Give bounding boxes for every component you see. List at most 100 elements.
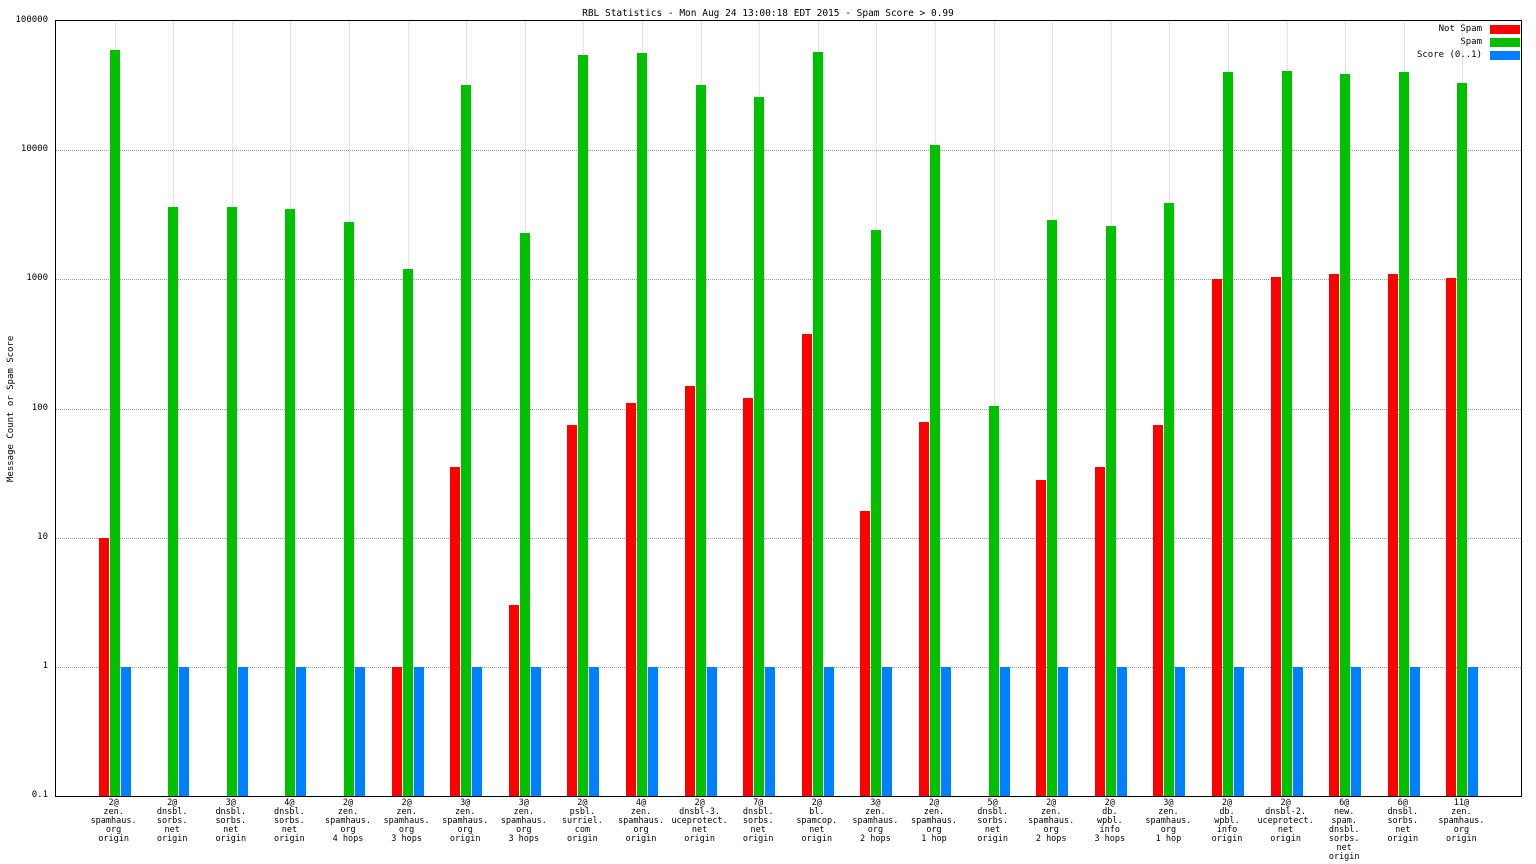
bar-score-0-1- [1058, 666, 1069, 796]
legend-swatch [1490, 50, 1520, 60]
x-tick-label: 2@ bl. spamcop. net origin [796, 798, 838, 844]
x-tick-label: 2@ dnsbl. sorbs. net origin [156, 798, 188, 844]
bar-score-0-1- [941, 666, 951, 796]
bar-score-0-1- [1116, 666, 1127, 796]
bar-not-spam [1212, 279, 1222, 796]
x-tick-label: 2@ zen. spamhaus. org 4 hops [324, 798, 372, 844]
y-tick-label: 1000 [26, 273, 48, 284]
bar-spam [1398, 72, 1409, 796]
bar-not-spam [1153, 424, 1164, 796]
bar-spam [1105, 225, 1116, 796]
bar-spam [812, 51, 823, 796]
x-tick-label: 3@ dnsbl. sorbs. net origin [215, 798, 247, 844]
bar-score-0-1- [472, 666, 483, 796]
bar-spam [754, 96, 765, 796]
bar-score-0-1- [355, 666, 365, 796]
bar-not-spam [1036, 479, 1047, 796]
bar-not-spam [1387, 273, 1398, 796]
bar-not-spam [743, 398, 754, 796]
bar-score-0-1- [179, 666, 190, 796]
y-tick-label: 0.1 [31, 790, 48, 800]
x-tick-label: 2@ zen. spamhaus. org origin [90, 798, 137, 844]
bar-score-0-1- [1175, 666, 1186, 796]
bar-score-0-1- [589, 666, 600, 796]
bar-spam [637, 52, 647, 796]
bar-not-spam [567, 424, 578, 796]
x-tick-label: 2@ dnsbl-2. uceprotect. net origin [1257, 798, 1314, 844]
bar-score-0-1- [648, 666, 658, 796]
x-tick-label: 5@ dnsbl. sorbs. net origin [977, 798, 1008, 844]
legend-label: Score (0..1) [1416, 50, 1482, 60]
bar-score-0-1- [1234, 666, 1244, 796]
x-tick-label: 3@ zen. spamhaus. org 1 hop [1145, 798, 1192, 844]
bar-spam [168, 207, 179, 796]
bar-score-0-1- [296, 666, 307, 796]
x-tick-label: 7@ dnsbl. sorbs. net origin [742, 798, 774, 844]
bar-spam [930, 144, 940, 796]
bar-score-0-1- [765, 666, 776, 796]
x-tick-label: 6@ new. spam. dnsbl. sorbs. net origin [1328, 798, 1360, 862]
bar-spam [109, 49, 120, 796]
x-tick-label: 2@ zen. spamhaus. org 1 hop [910, 798, 958, 844]
gridline-horizontal [56, 666, 1521, 668]
x-tick-label: 6@ dnsbl. sorbs. net origin [1387, 798, 1419, 844]
bar-score-0-1- [413, 666, 424, 796]
bar-not-spam [860, 511, 871, 796]
bar-spam [285, 209, 296, 796]
bar-score-0-1- [237, 666, 248, 796]
bar-spam [988, 405, 999, 796]
x-tick-label: 4@ zen. spamhaus. org origin [617, 798, 665, 844]
bar-score-0-1- [823, 666, 834, 796]
legend-label: Not Spam [1438, 24, 1482, 34]
bar-not-spam [450, 467, 461, 796]
bar-score-0-1- [706, 666, 717, 796]
legend-swatch [1490, 37, 1520, 47]
bar-spam [519, 232, 530, 796]
gridline-horizontal [56, 408, 1521, 410]
bar-spam [344, 221, 354, 796]
y-tick-label: 1 [42, 660, 48, 671]
gridline-horizontal [56, 537, 1521, 539]
plot-area [55, 20, 1522, 797]
bar-spam [402, 269, 413, 796]
x-tick-label: 11@ zen. spamhaus. org origin [1438, 798, 1485, 844]
bar-spam [1223, 72, 1233, 796]
bar-score-0-1- [1292, 666, 1303, 796]
bar-score-0-1- [882, 666, 893, 796]
y-tick-label: 100000 [15, 15, 48, 25]
x-tick-label: 2@ psbl. surriel. com origin [561, 798, 603, 844]
bar-not-spam [1446, 278, 1457, 796]
y-tick-label: 10000 [20, 144, 48, 155]
bar-not-spam [1270, 276, 1281, 796]
bar-spam [461, 84, 472, 796]
bar-not-spam [801, 333, 812, 796]
bar-spam [1281, 71, 1292, 796]
legend-row: Spam [1460, 37, 1520, 47]
bar-spam [1340, 73, 1351, 796]
x-tick-label: 2@ db. wpbl. info 3 hops [1094, 798, 1126, 844]
x-tick-label: 2@ dnsbl-3. uceprotect. net origin [671, 798, 728, 844]
legend: Not Spam Spam Score (0..1) [1417, 24, 1520, 60]
chart-title: RBL Statistics - Mon Aug 24 13:00:18 EDT… [582, 8, 954, 19]
bar-not-spam [684, 385, 695, 796]
y-tick-label: 100 [31, 402, 48, 413]
x-tick-label: 2@ zen. spamhaus. org 2 hops [1028, 798, 1075, 844]
bar-not-spam [391, 666, 402, 796]
gridline-horizontal [56, 150, 1521, 152]
bar-spam [1164, 202, 1175, 796]
bar-spam [1457, 83, 1468, 796]
x-tick-label: 2@ zen. spamhaus. org 3 hops [383, 798, 430, 844]
legend-swatch [1490, 24, 1520, 34]
bar-not-spam [1094, 467, 1105, 796]
bar-score-0-1- [530, 666, 541, 796]
x-tick-label: 3@ zen. spamhaus. org 2 hops [852, 798, 899, 844]
x-tick-label: 2@ db. wpbl. info origin [1211, 798, 1243, 844]
bar-score-0-1- [999, 666, 1010, 796]
x-tick-label: 3@ zen. spamhaus. org 3 hops [500, 798, 547, 844]
bar-not-spam [919, 422, 929, 796]
legend-row: Not Spam [1439, 24, 1520, 34]
x-tick-label: 4@ dnsbl. sorbs. net origin [274, 798, 305, 844]
bar-not-spam [98, 537, 109, 796]
bar-spam [695, 84, 706, 796]
